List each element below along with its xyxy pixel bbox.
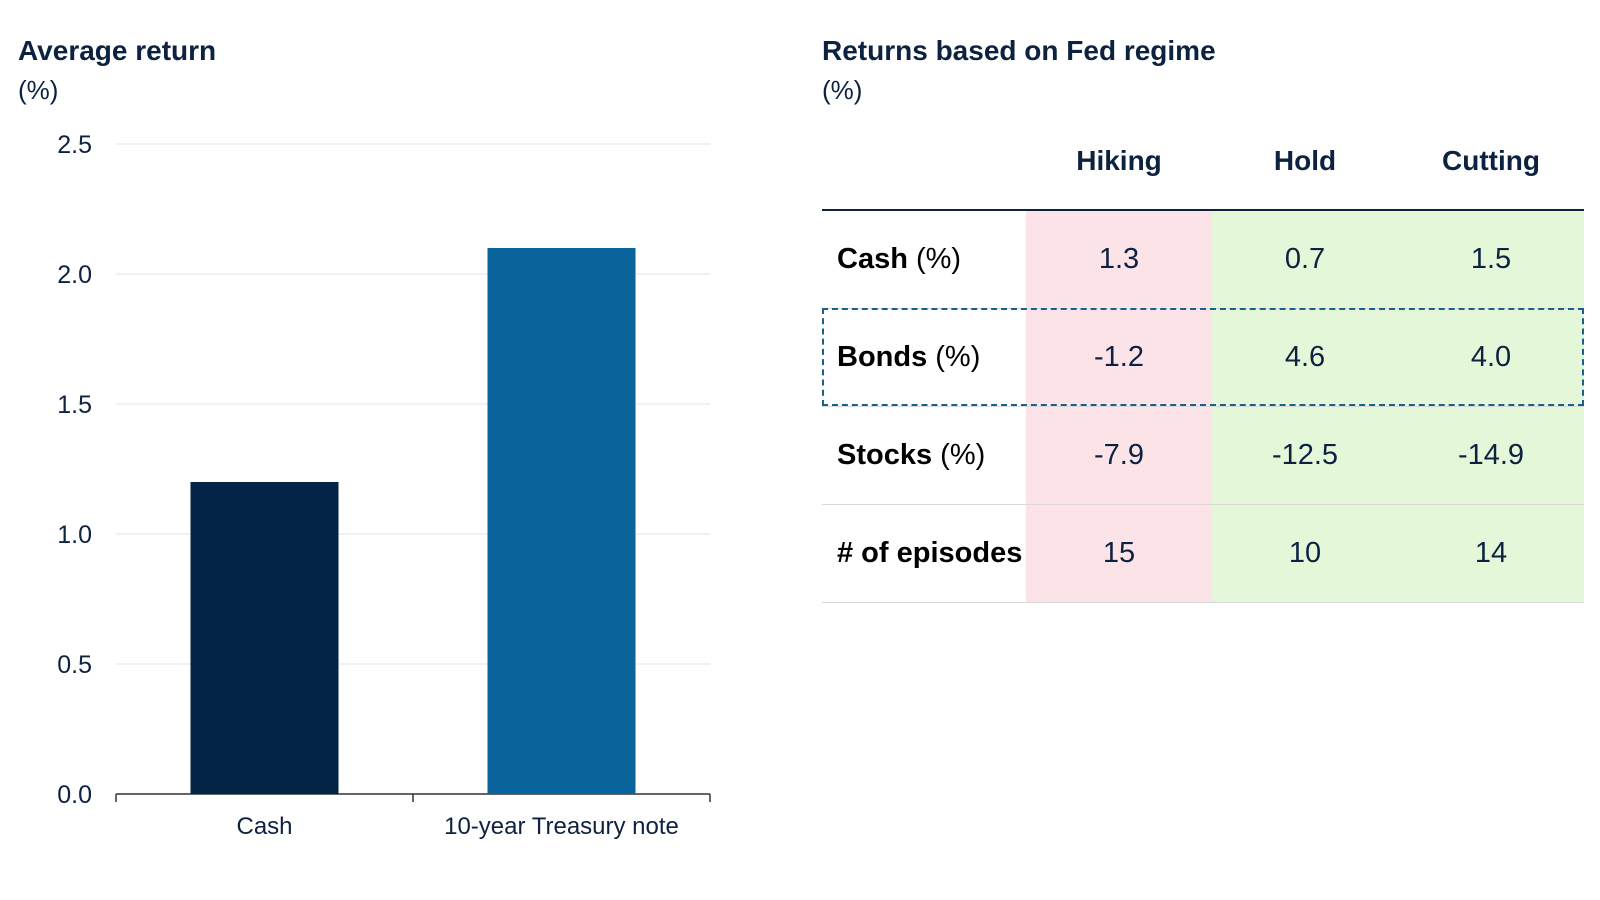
y-tick-label: 2.0 [57,261,92,289]
row-label-bold: Cash [837,243,908,275]
row-divider [822,602,1584,603]
table-row-cash: Cash (%) 1.3 0.7 1.5 [822,210,1584,308]
row-label-bold: Bonds [837,341,928,373]
header-divider [822,209,1584,211]
bar-treasury [487,248,636,794]
row-label-unit: (%) [907,243,962,275]
table-cell: -1.2 [1094,341,1144,373]
table-cell: 4.0 [1470,341,1512,373]
table-cell: -14.9 [1457,439,1525,471]
table-cell: 0.7 [1284,243,1326,275]
table-cell: 10 [1288,537,1322,569]
x-tick-label: Cash [236,813,292,840]
y-tick-label: 0.0 [57,781,92,809]
row-divider [822,406,1584,407]
chart-title: Average return [18,35,217,66]
chart-unit-label: (%) [18,75,59,105]
row-label: Stocks (%) [837,406,985,504]
row-label: Cash (%) [837,210,961,308]
table-row-stocks: Stocks (%) -7.9 -12.5 -14.9 [822,406,1584,504]
column-header-hold: Hold [1273,145,1337,176]
bar-cash [190,482,339,794]
row-label: Bonds (%) [837,308,980,406]
table-row-episodes: # of episodes 15 10 14 [822,504,1584,602]
table-unit-label: (%) [822,75,863,105]
bar-chart: 0.0 0.5 1.0 1.5 2.0 2.5 Cash 10-year Treasury n… [57,131,711,840]
y-tick-label: 0.5 [57,651,92,679]
x-tick-label: 10-year Treasury note [444,813,679,840]
y-tick-label: 1.0 [57,521,92,549]
column-header-cutting: Cutting [1442,145,1540,176]
table-cell: 14 [1474,537,1508,569]
y-tick-label: 2.5 [57,131,92,159]
row-label-unit: (%) [927,341,981,373]
table-cell: 15 [1102,537,1136,569]
row-label: # of episodes [837,504,1022,602]
row-divider [822,504,1584,505]
table-cell: 1.5 [1470,243,1512,275]
table-title: Returns based on Fed regime [822,35,1216,66]
table-row-bonds: Bonds (%) -1.2 4.6 4.0 [822,308,1584,406]
table-cell: 1.3 [1098,243,1140,275]
y-tick-label: 1.5 [57,391,92,419]
row-label-unit: (%) [932,439,986,471]
table-cell: -7.9 [1094,439,1144,471]
table-cell: 4.6 [1284,341,1326,373]
row-label-bold: Stocks [837,439,933,471]
table-cell: -12.5 [1271,439,1339,471]
row-label-bold: # of episodes [837,537,1023,569]
column-header-hiking: Hiking [1076,145,1162,176]
bonds-highlight-box [822,308,1584,406]
